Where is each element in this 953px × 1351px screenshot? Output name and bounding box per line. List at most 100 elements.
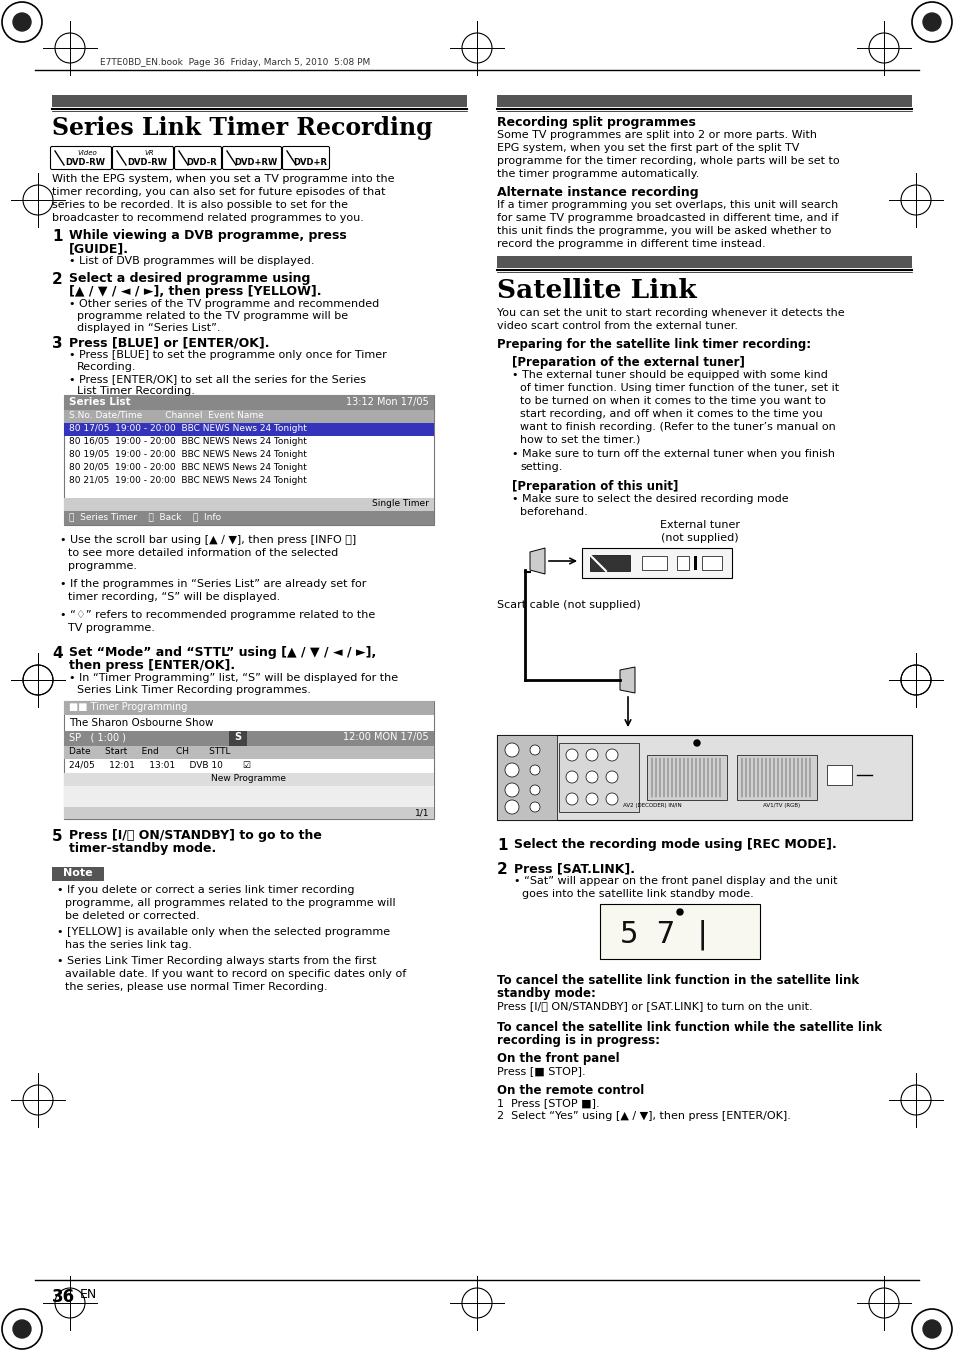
Bar (52, 867, 104, 881)
Text: of timer function. Using timer function of the tuner, set it: of timer function. Using timer function … (519, 382, 839, 393)
Circle shape (677, 909, 682, 915)
Text: Press [SAT.LINK].: Press [SAT.LINK]. (514, 862, 635, 875)
Circle shape (605, 771, 618, 784)
Text: To cancel the satellite link function in the satellite link: To cancel the satellite link function in… (497, 974, 859, 988)
Text: E7TE0BD_EN.book  Page 36  Friday, March 5, 2010  5:08 PM: E7TE0BD_EN.book Page 36 Friday, March 5,… (100, 58, 370, 68)
Text: 80 16/05  19:00 - 20:00  BBC NEWS News 24 Tonight: 80 16/05 19:00 - 20:00 BBC NEWS News 24 … (69, 436, 307, 446)
FancyBboxPatch shape (222, 146, 281, 169)
Text: 2: 2 (52, 272, 63, 286)
Text: If a timer programming you set overlaps, this unit will search: If a timer programming you set overlaps,… (497, 200, 838, 209)
Text: • The external tuner should be equipped with some kind: • The external tuner should be equipped … (512, 370, 827, 380)
Text: EPG system, when you set the first part of the split TV: EPG system, when you set the first part … (497, 143, 799, 153)
Bar (64, 701, 434, 819)
Text: Some TV programmes are split into 2 or more parts. With: Some TV programmes are split into 2 or m… (497, 130, 816, 141)
Text: • Make sure to turn off the external tuner when you finish: • Make sure to turn off the external tun… (512, 449, 834, 459)
Circle shape (530, 802, 539, 812)
Text: programme related to the TV programme will be: programme related to the TV programme wi… (77, 311, 348, 322)
Bar (64, 499, 434, 511)
Bar (64, 807, 434, 815)
Circle shape (585, 793, 598, 805)
Text: Alternate instance recording: Alternate instance recording (497, 186, 698, 199)
Bar (229, 731, 247, 746)
Text: standby mode:: standby mode: (497, 988, 596, 1000)
Circle shape (585, 748, 598, 761)
Bar (64, 731, 434, 746)
Circle shape (13, 14, 30, 31)
Text: record the programme in different time instead.: record the programme in different time i… (497, 239, 765, 249)
Circle shape (13, 1320, 30, 1337)
Text: [Preparation of the external tuner]: [Preparation of the external tuner] (512, 357, 744, 369)
Text: Press [I/⏻ ON/STANDBY] or [SAT.LINK] to turn on the unit.: Press [I/⏻ ON/STANDBY] or [SAT.LINK] to … (497, 1001, 812, 1011)
Text: • In “Timer Programming” list, “S” will be displayed for the: • In “Timer Programming” list, “S” will … (69, 673, 397, 684)
Bar (64, 394, 434, 409)
Text: With the EPG system, when you set a TV programme into the: With the EPG system, when you set a TV p… (52, 174, 395, 184)
Text: Ⓢ  Series Timer    Ⓡ  Back    ⓘ  Info: Ⓢ Series Timer Ⓡ Back ⓘ Info (69, 512, 221, 521)
Text: goes into the satellite link standby mode.: goes into the satellite link standby mod… (521, 889, 753, 898)
Circle shape (504, 743, 518, 757)
Text: 24/05     12:01     13:01     DVB 10       ☑: 24/05 12:01 13:01 DVB 10 ☑ (69, 761, 251, 769)
Text: 4: 4 (52, 646, 63, 661)
Text: series to be recorded. It is also possible to set for the: series to be recorded. It is also possib… (52, 200, 348, 209)
Bar (826, 765, 851, 785)
Bar (64, 409, 434, 423)
Text: • Press [ENTER/OK] to set all the series for the Series: • Press [ENTER/OK] to set all the series… (69, 374, 366, 384)
Polygon shape (530, 549, 544, 574)
Text: Date     Start     End      CH       STTL: Date Start End CH STTL (69, 747, 231, 757)
Text: 80 19/05  19:00 - 20:00  BBC NEWS News 24 Tonight: 80 19/05 19:00 - 20:00 BBC NEWS News 24 … (69, 450, 307, 459)
Circle shape (565, 793, 578, 805)
Text: [Preparation of this unit]: [Preparation of this unit] (512, 480, 678, 493)
Circle shape (530, 765, 539, 775)
Text: for same TV programme broadcasted in different time, and if: for same TV programme broadcasted in dif… (497, 213, 838, 223)
Circle shape (605, 793, 618, 805)
Bar (64, 701, 434, 715)
Text: You can set the unit to start recording whenever it detects the: You can set the unit to start recording … (497, 308, 843, 317)
Text: Note: Note (63, 867, 92, 878)
FancyBboxPatch shape (51, 146, 112, 169)
Text: • Use the scroll bar using [▲ / ▼], then press [INFO ⓘ]: • Use the scroll bar using [▲ / ▼], then… (60, 535, 355, 544)
Bar (64, 807, 434, 819)
Text: List Timer Recording.: List Timer Recording. (77, 386, 194, 396)
Bar (64, 423, 434, 436)
Bar (581, 549, 731, 578)
Text: 3: 3 (52, 336, 63, 351)
Circle shape (605, 748, 618, 761)
Text: 1/1: 1/1 (414, 808, 429, 817)
Text: The Sharon Osbourne Show: The Sharon Osbourne Show (69, 717, 213, 728)
Circle shape (565, 748, 578, 761)
Text: Select the recording mode using [REC MODE].: Select the recording mode using [REC MOD… (514, 838, 836, 851)
Circle shape (585, 771, 598, 784)
FancyBboxPatch shape (112, 146, 173, 169)
Text: Scart cable (not supplied): Scart cable (not supplied) (497, 600, 640, 611)
Text: SP   ( 1:00 ): SP ( 1:00 ) (69, 732, 126, 742)
Text: • If the programmes in “Series List” are already set for: • If the programmes in “Series List” are… (60, 580, 366, 589)
Text: start recording, and off when it comes to the time you: start recording, and off when it comes t… (519, 409, 821, 419)
Text: 80 20/05  19:00 - 20:00  BBC NEWS News 24 Tonight: 80 20/05 19:00 - 20:00 BBC NEWS News 24 … (69, 463, 307, 471)
Text: 5 7 |: 5 7 | (619, 919, 711, 950)
Text: [GUIDE].: [GUIDE]. (69, 242, 129, 255)
Text: DVD-RW: DVD-RW (65, 158, 105, 168)
Text: Press [■ STOP].: Press [■ STOP]. (497, 1066, 585, 1075)
Polygon shape (619, 667, 635, 693)
Text: S: S (234, 732, 241, 742)
Bar (497, 735, 911, 820)
Circle shape (923, 1320, 940, 1337)
Text: Press [BLUE] or [ENTER/OK].: Press [BLUE] or [ENTER/OK]. (69, 336, 269, 349)
Bar (558, 743, 639, 812)
Bar (64, 773, 434, 786)
Text: recording is in progress:: recording is in progress: (497, 1034, 659, 1047)
Text: Series List: Series List (69, 397, 131, 407)
Text: setting.: setting. (519, 462, 561, 471)
Text: video scart control from the external tuner.: video scart control from the external tu… (497, 322, 738, 331)
Text: 1: 1 (497, 838, 507, 852)
Text: • Series Link Timer Recording always starts from the first: • Series Link Timer Recording always sta… (57, 957, 376, 966)
Text: While viewing a DVB programme, press: While viewing a DVB programme, press (69, 230, 346, 242)
Text: S.No. Date/Time        Channel  Event Name: S.No. Date/Time Channel Event Name (69, 411, 263, 420)
Text: timer recording, you can also set for future episodes of that: timer recording, you can also set for fu… (52, 186, 385, 197)
Bar (64, 394, 434, 526)
Text: 80 17/05  19:00 - 20:00  BBC NEWS News 24 Tonight: 80 17/05 19:00 - 20:00 BBC NEWS News 24 … (69, 424, 307, 434)
FancyBboxPatch shape (174, 146, 221, 169)
Text: 2: 2 (497, 862, 507, 877)
Text: programme, all programmes related to the programme will: programme, all programmes related to the… (65, 898, 395, 908)
Text: be deleted or corrected.: be deleted or corrected. (65, 911, 199, 921)
Circle shape (530, 744, 539, 755)
